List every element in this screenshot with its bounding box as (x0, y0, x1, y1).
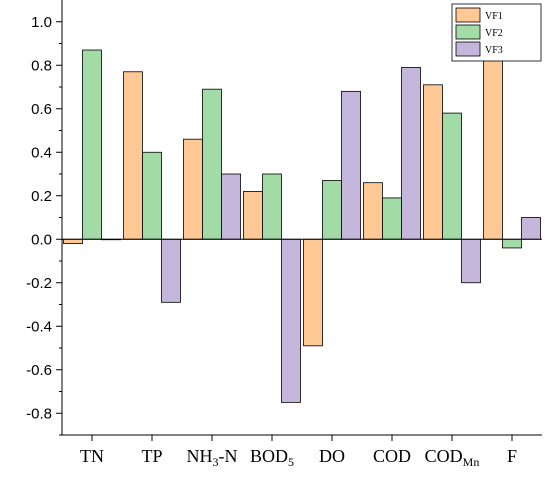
x-tick-label: COD (373, 446, 411, 466)
bar-vf2-1 (142, 151, 162, 240)
legend-label-vf2: VF2 (485, 28, 503, 39)
bar-vf1-5 (363, 182, 383, 240)
bar-vf3-2 (221, 173, 241, 240)
y-tick-label: -0.6 (26, 362, 52, 379)
x-tick-label: NH3-N (187, 446, 238, 469)
x-axis-labels: TN TP NH3-N BOD5 DO COD CODMn F (80, 435, 517, 469)
x-tick-label: CODMn (425, 446, 480, 469)
bar-vf1-1 (123, 71, 143, 240)
legend-swatch-vf2 (455, 24, 481, 40)
bar-vf3-1 (161, 238, 181, 303)
bar-vf1-4 (303, 238, 323, 347)
y-axis-ticks: -0.8 -0.6 -0.4 -0.2 0.0 0.2 0.4 0.6 0.8 1.0 (26, 14, 62, 436)
y-tick-label: 1.0 (31, 14, 52, 31)
x-tick-label: F (507, 446, 517, 466)
legend-swatch-vf1 (455, 7, 481, 23)
legend-label-vf3: VF3 (485, 45, 503, 56)
bar-vf2-5 (382, 197, 402, 240)
bar-vf1-3 (243, 190, 263, 240)
bar-vf2-2 (202, 88, 222, 240)
bar-vf1-7 (483, 36, 503, 240)
bar-vf1-0 (63, 238, 83, 244)
bar-vf3-3 (281, 238, 301, 403)
x-tick-label: TP (141, 446, 162, 466)
bar-vf3-5 (401, 67, 421, 240)
bar-vf3-6 (461, 238, 481, 284)
bar-vf1-6 (423, 84, 443, 240)
bar-vf2-0 (82, 49, 102, 240)
x-tick-label: BOD5 (250, 446, 294, 469)
legend-swatch-vf3 (455, 41, 481, 57)
y-tick-label: 0.0 (31, 231, 52, 248)
bar-vf2-3 (262, 173, 282, 240)
bar-vf2-7 (502, 238, 522, 249)
y-tick-label: 0.8 (31, 57, 52, 74)
y-tick-label: -0.4 (26, 318, 52, 335)
y-tick-label: -0.2 (26, 275, 52, 292)
bar-vf2-4 (322, 180, 342, 240)
y-tick-label: -0.8 (26, 405, 52, 422)
bar-vf1-2 (183, 138, 203, 240)
bar-vf3-4 (341, 90, 361, 240)
y-tick-label: 0.2 (31, 188, 52, 205)
y-tick-label: 0.4 (31, 144, 52, 161)
y-tick-label: 0.6 (31, 101, 52, 118)
legend-label-vf1: VF1 (485, 11, 503, 22)
legend: VF1 VF2 VF3 (451, 3, 542, 62)
x-tick-label: DO (319, 446, 345, 466)
x-tick-label: TN (80, 446, 104, 466)
bar-vf2-6 (442, 112, 462, 240)
bars (63, 36, 541, 403)
bar-vf3-7 (521, 217, 541, 240)
